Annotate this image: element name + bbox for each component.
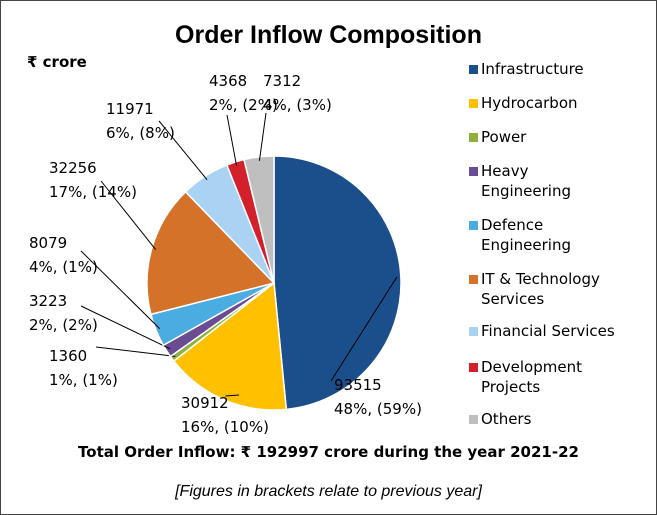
- legend-label: Others: [481, 410, 532, 428]
- share-label: 16%, (10%): [181, 418, 269, 436]
- value-label: 32256: [49, 159, 97, 177]
- legend-swatch: [469, 99, 478, 108]
- footer: Total Order Inflow: ₹ 192997 crore durin…: [78, 443, 579, 461]
- share-label: 2%, (2%): [29, 316, 98, 334]
- legend-swatch: [469, 275, 478, 284]
- value-label: 1360: [49, 347, 88, 365]
- data-label: 11971 6%, (8%): [106, 97, 175, 145]
- data-label: 93515 48%, (59%): [334, 373, 422, 421]
- leader-line: [100, 180, 157, 250]
- chart-title: Order Inflow Composition: [175, 21, 482, 49]
- value-label: 93515: [334, 376, 382, 394]
- legend-label: Power: [481, 128, 527, 146]
- leader-line: [226, 114, 238, 166]
- legend-swatch: [469, 133, 478, 142]
- legend-label: Infrastructure: [481, 60, 584, 78]
- leader-line: [95, 346, 176, 357]
- share-label: 17%, (14%): [49, 183, 137, 201]
- value-label: 4368: [209, 72, 248, 90]
- pie-slice: [273, 155, 402, 411]
- data-label: 4368 2%, (2%): [209, 69, 278, 117]
- share-label: 6%, (8%): [106, 124, 175, 142]
- leader-line: [258, 112, 267, 161]
- share-label: 4%, (3%): [263, 96, 332, 114]
- leader-line: [158, 120, 208, 181]
- legend-label: Defence Engineering: [481, 216, 571, 254]
- data-label: 1360 1%, (1%): [49, 344, 118, 392]
- data-label: 3223 2%, (2%): [29, 289, 98, 337]
- data-label: 32256 17%, (14%): [49, 156, 137, 204]
- leader-line: [80, 250, 161, 330]
- pie-slice: [172, 281, 288, 411]
- share-label: 48%, (59%): [334, 400, 422, 418]
- note: [Figures in brackets relate to previous …: [175, 483, 482, 500]
- subtitle: ₹ crore: [27, 53, 87, 71]
- value-label: 7312: [263, 72, 302, 90]
- legend-label: Financial Services: [481, 322, 615, 340]
- share-label: 2%, (2%): [209, 96, 278, 114]
- data-label: 7312 4%, (3%): [263, 69, 332, 117]
- legend-label: IT & Technology Services: [481, 270, 600, 308]
- legend-label: Development Projects: [481, 358, 582, 396]
- legend-swatch: [469, 167, 478, 176]
- leader-line: [225, 394, 240, 397]
- value-label: 11971: [106, 100, 154, 118]
- legend-swatch: [469, 221, 478, 230]
- legend-swatch: [469, 327, 478, 336]
- value-label: 3223: [29, 292, 68, 310]
- pie-slice: [146, 190, 276, 316]
- legend-swatch: [469, 65, 478, 74]
- share-label: 4%, (1%): [29, 258, 98, 276]
- data-label: 30912 16%, (10%): [181, 391, 269, 439]
- share-label: 1%, (1%): [49, 371, 118, 389]
- pie-slice: [243, 155, 275, 284]
- legend-label: Hydrocarbon: [481, 94, 578, 112]
- legend-label: Heavy Engineering: [481, 162, 571, 200]
- leader-line: [330, 276, 398, 382]
- value-label: 8079: [29, 234, 68, 252]
- legend-swatch: [469, 415, 478, 424]
- data-label: 8079 4%, (1%): [29, 231, 98, 279]
- leader-line: [80, 305, 171, 350]
- legend-swatch: [469, 363, 478, 372]
- value-label: 30912: [181, 394, 229, 412]
